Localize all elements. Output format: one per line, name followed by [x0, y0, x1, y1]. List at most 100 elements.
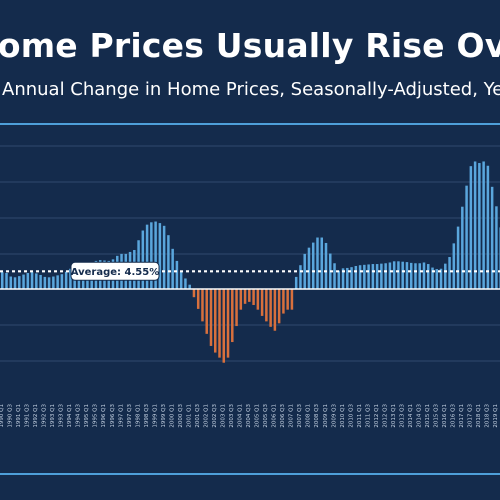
- bar-positive: [30, 272, 34, 289]
- bar-positive: [448, 257, 451, 289]
- x-tick-label: 2004 Q3: [246, 404, 252, 428]
- bar-positive: [375, 264, 379, 289]
- bar-negative: [256, 289, 260, 310]
- x-tick-label: 1995 Q3: [93, 404, 99, 428]
- bar-positive: [354, 265, 358, 289]
- x-tick-label: 2008 Q1: [306, 404, 312, 428]
- x-tick-label: 1990 Q3: [8, 404, 14, 428]
- bar-positive: [469, 166, 473, 289]
- bar-positive: [145, 224, 149, 289]
- bar-negative: [277, 289, 281, 324]
- x-tick-label: 1996 Q1: [101, 404, 107, 428]
- bar-positive: [418, 263, 421, 289]
- x-tick-label: 2012 Q1: [374, 404, 380, 428]
- x-tick-label: 2011 Q1: [357, 404, 363, 428]
- x-tick-label: 2005 Q1: [255, 404, 261, 428]
- x-tick-label: 2014 Q1: [408, 404, 414, 428]
- x-tick-label: 2006 Q3: [280, 404, 286, 428]
- x-tick-label: 1992 Q1: [33, 404, 39, 428]
- x-tick-label: 2015 Q3: [434, 404, 440, 428]
- bar-positive: [473, 161, 477, 289]
- bar-positive: [22, 274, 25, 289]
- chart-title: Home Prices Usually Rise Over Time: [0, 26, 500, 65]
- bar-positive: [431, 267, 434, 289]
- x-tick-label: 1999 Q3: [161, 404, 167, 428]
- x-tick-label: 1992 Q3: [42, 404, 48, 428]
- bar-positive: [427, 264, 430, 289]
- bar-positive: [47, 277, 51, 289]
- bar-positive: [294, 276, 298, 289]
- bar-positive: [39, 274, 42, 289]
- bar-positive: [414, 263, 417, 289]
- bar-positive: [175, 260, 179, 289]
- bar-positive: [141, 230, 145, 289]
- bar-negative: [205, 289, 208, 334]
- bar-positive: [371, 264, 375, 289]
- bar-positive: [324, 242, 328, 289]
- bar-positive: [350, 267, 353, 289]
- bar-positive: [303, 253, 306, 289]
- bar-negative: [214, 289, 217, 353]
- bar-positive: [358, 265, 362, 289]
- bar-negative: [209, 289, 213, 346]
- bar-positive: [465, 185, 468, 289]
- chart-subtitle: Annual Change in Home Prices, Seasonally…: [2, 79, 500, 100]
- bar-positive: [162, 225, 166, 289]
- average-marker: Average: 4.55%: [0, 261, 500, 281]
- x-tick-label: 2018 Q3: [485, 404, 491, 428]
- x-tick-label: 2012 Q3: [382, 404, 388, 428]
- bar-positive: [43, 276, 47, 289]
- x-tick-label: 2015 Q1: [425, 404, 431, 428]
- bar-positive: [320, 237, 323, 289]
- bar-negative: [218, 289, 221, 358]
- bar-negative: [196, 289, 200, 309]
- bar-positive: [307, 247, 311, 289]
- bar-positive: [346, 267, 349, 289]
- x-tick-label: 1991 Q1: [16, 404, 22, 428]
- x-tick-label: 2002 Q1: [203, 404, 209, 428]
- bar-positive: [409, 262, 413, 289]
- bar-positive: [435, 269, 439, 289]
- x-tick-label: 1995 Q1: [84, 404, 90, 428]
- x-tick-label: 2007 Q3: [297, 404, 303, 428]
- x-tick-label: 2010 Q3: [348, 404, 354, 428]
- bar-positive: [495, 206, 498, 289]
- bar-positive: [69, 268, 72, 289]
- x-tick-label: 1994 Q3: [76, 404, 82, 428]
- bar-positive: [13, 277, 17, 289]
- bar-positive: [158, 223, 162, 289]
- bar-positive: [311, 242, 315, 289]
- gridlines: [0, 145, 500, 362]
- x-tick-label: 2017 Q3: [468, 404, 474, 428]
- bar-negative: [265, 289, 268, 322]
- bar-negative: [192, 289, 196, 298]
- average-label-box: [70, 261, 160, 281]
- bar-positive: [444, 263, 447, 289]
- bar-positive: [150, 222, 153, 289]
- bar-negative: [226, 289, 230, 358]
- bar-positive: [316, 237, 319, 289]
- bar-negative: [260, 289, 264, 316]
- bar-negative: [248, 289, 251, 302]
- bar-positive: [5, 273, 8, 289]
- x-tick-label: 2001 Q1: [186, 404, 192, 428]
- bar-negative: [269, 289, 272, 327]
- x-tick-label: 2004 Q1: [238, 404, 244, 428]
- bar-negative: [282, 289, 285, 314]
- bar-positive: [486, 165, 490, 289]
- bar-positive: [380, 263, 383, 289]
- x-tick-label: 2003 Q1: [221, 404, 227, 428]
- bar-positive: [60, 274, 64, 289]
- x-tick-label: 1994 Q1: [67, 404, 73, 428]
- x-tick-label: 1998 Q1: [135, 404, 141, 428]
- x-tick-label: 1997 Q1: [118, 404, 124, 428]
- bar-positive: [56, 275, 59, 289]
- x-axis-tick-labels: 1990 Q1 1990 Q3 1991 Q1 1991 Q3 1992 Q1 1992 …: [0, 404, 499, 428]
- bar-positive: [482, 161, 485, 289]
- bar-negative: [231, 289, 234, 343]
- bar-negative: [252, 289, 255, 305]
- x-tick-label: 1993 Q3: [59, 404, 65, 428]
- x-tick-label: 2016 Q3: [451, 404, 457, 428]
- bar-positive: [52, 276, 55, 289]
